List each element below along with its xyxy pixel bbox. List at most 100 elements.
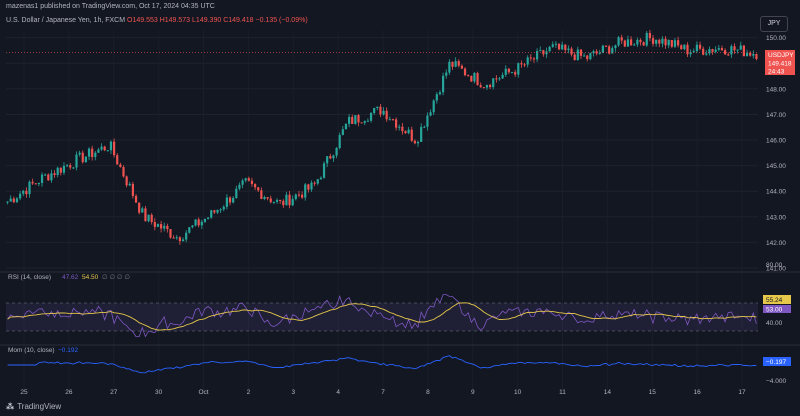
rsi-band xyxy=(6,303,758,331)
last-price-symbol-tag xyxy=(765,50,795,59)
candle-body xyxy=(219,209,222,211)
candle-body xyxy=(420,126,423,142)
candle-body xyxy=(216,209,219,213)
candle-body xyxy=(366,120,369,122)
candle-body xyxy=(592,51,595,54)
candle-body xyxy=(269,198,272,203)
candle-body xyxy=(235,188,238,198)
ohlc-low: L149.390 xyxy=(192,17,222,24)
candle-body xyxy=(391,119,395,121)
candle-body xyxy=(714,49,717,52)
candle-body xyxy=(407,129,410,134)
candle-body xyxy=(567,48,570,51)
candle-body xyxy=(501,74,504,79)
candle-body xyxy=(636,39,639,45)
candle-body xyxy=(128,183,131,186)
candle-body xyxy=(717,48,720,50)
candle-body xyxy=(467,75,470,77)
rsi-label: RSI (14, close) xyxy=(8,274,51,281)
candle-body xyxy=(207,217,210,219)
candle-body xyxy=(106,150,109,152)
candle-body xyxy=(548,46,551,52)
candle-body xyxy=(178,237,181,242)
candle-body xyxy=(598,52,601,54)
candle-body xyxy=(476,73,479,86)
candle-body xyxy=(357,115,360,123)
candle-body xyxy=(225,197,228,207)
ohlc-close: C149.418 xyxy=(223,17,254,24)
candle-body xyxy=(369,112,373,121)
candle-body xyxy=(601,45,604,53)
candle-body xyxy=(131,183,134,196)
candle-body xyxy=(119,164,122,168)
price-tick-label: 145.00 xyxy=(766,163,786,170)
candle-body xyxy=(557,43,561,50)
time-tick-label: 3 xyxy=(291,389,295,396)
candle-body xyxy=(263,197,266,199)
candle-body xyxy=(197,219,200,226)
candle-body xyxy=(329,156,332,159)
candle-body xyxy=(94,152,97,158)
candle-body xyxy=(266,197,269,199)
candle-body xyxy=(304,184,307,198)
candle-body xyxy=(733,46,736,51)
time-tick-label: 16 xyxy=(694,389,702,396)
candle-body xyxy=(116,155,119,165)
candle-body xyxy=(6,201,9,203)
candle-body xyxy=(125,176,128,186)
candle-body xyxy=(134,195,138,203)
candle-body xyxy=(658,39,661,44)
candle-body xyxy=(228,197,232,203)
mom-line xyxy=(7,355,757,374)
candle-body xyxy=(66,165,69,167)
candle-body xyxy=(113,141,116,156)
time-tick-label: 30 xyxy=(155,389,163,396)
price-tick-label: 142.00 xyxy=(766,240,786,247)
candle-body xyxy=(745,52,749,57)
ohlc-high: H149.573 xyxy=(159,17,191,24)
candle-body xyxy=(404,131,407,134)
candle-body xyxy=(410,129,413,141)
candle-body xyxy=(338,135,341,148)
candle-body xyxy=(670,40,673,47)
candle-body xyxy=(47,174,50,181)
price-tick-label: 150.00 xyxy=(766,35,786,42)
time-tick-label: 11 xyxy=(559,389,566,396)
candle-body xyxy=(482,87,485,89)
candle-body xyxy=(752,53,755,56)
candle-body xyxy=(28,181,31,195)
candle-body xyxy=(576,49,579,61)
mom-pane xyxy=(7,355,757,374)
candle-body xyxy=(373,108,376,113)
candle-body xyxy=(724,50,727,55)
candle-body xyxy=(630,39,633,46)
currency-button[interactable]: JPY xyxy=(760,16,788,32)
candle-body xyxy=(551,44,554,47)
candle-body xyxy=(257,187,260,191)
candle-body xyxy=(294,194,297,200)
candle-body xyxy=(319,177,322,180)
candle-body xyxy=(529,57,532,59)
time-tick-label: 2 xyxy=(247,389,251,396)
candle-body xyxy=(388,119,391,121)
candle-body xyxy=(150,214,153,222)
candle-body xyxy=(479,85,482,88)
candle-body xyxy=(272,201,275,203)
candle-body xyxy=(416,141,420,144)
candle-body xyxy=(451,61,454,67)
time-tick-label: 9 xyxy=(471,389,475,396)
ohlc-open: O149.553 xyxy=(127,17,158,24)
candle-body xyxy=(260,190,263,199)
candle-body xyxy=(570,48,573,55)
candle-body xyxy=(695,44,698,52)
candle-body xyxy=(589,53,592,60)
candle-body xyxy=(702,48,705,55)
candle-body xyxy=(667,40,670,46)
mom-value: −0.192 xyxy=(58,347,78,354)
candle-body xyxy=(188,227,191,233)
candle-body xyxy=(382,110,385,115)
rsi-pane xyxy=(6,294,758,338)
candle-body xyxy=(423,126,426,128)
candle-body xyxy=(661,38,664,44)
